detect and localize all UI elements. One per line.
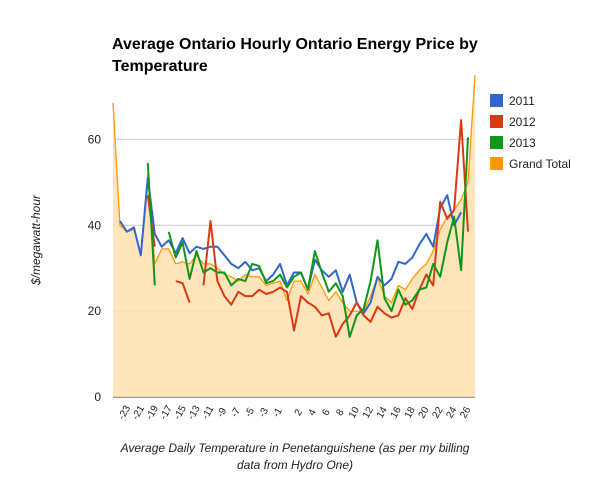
series-line-2012 — [202, 119, 469, 338]
x-tick-label: -23 — [116, 403, 133, 421]
x-tick-label: -11 — [200, 404, 217, 422]
x-tick-label: 18 — [403, 405, 418, 421]
x-tick-label: 22 — [430, 405, 445, 421]
x-tick-label: -13 — [186, 403, 203, 421]
x-tick-label: 14 — [375, 405, 390, 421]
x-tick-label: 6 — [320, 407, 333, 418]
series-line-2013 — [146, 162, 156, 286]
x-tick-label: -9 — [215, 406, 229, 420]
series-line-2012 — [175, 280, 191, 303]
x-tick-label: -1 — [271, 406, 285, 420]
x-tick-label: -21 — [130, 403, 147, 421]
legend-swatch — [490, 157, 503, 170]
y-tick-label: 0 — [94, 390, 101, 404]
legend-label: 2011 — [509, 94, 535, 108]
x-tick-label: 20 — [417, 405, 432, 421]
line-layer — [112, 74, 476, 338]
y-tick-label: 40 — [88, 218, 102, 232]
grand-total-area — [113, 75, 475, 397]
y-tick-label: 60 — [88, 132, 102, 146]
x-tick-label: 4 — [307, 407, 320, 418]
x-tick-label: 8 — [334, 407, 347, 418]
series-line-grand-total — [112, 74, 476, 312]
x-tick-label: 24 — [444, 405, 459, 421]
x-tick-label: -3 — [257, 406, 271, 420]
legend-label: Grand Total — [509, 157, 571, 171]
legend-label: 2012 — [509, 115, 536, 129]
legend-swatch — [490, 94, 503, 107]
x-tick-label: -19 — [144, 403, 161, 421]
area-layer — [113, 75, 475, 397]
x-axis-label: Average Daily Temperature in Penetanguis… — [120, 441, 470, 472]
series-line-2013 — [167, 137, 469, 338]
x-tick-label: 10 — [347, 405, 362, 421]
chart-title: Average Ontario Hourly Ontario Energy Pr… — [112, 36, 478, 75]
x-tick-label: 26 — [458, 405, 473, 421]
series-line-2011 — [119, 177, 462, 315]
x-tick-label: 2 — [293, 407, 306, 418]
legend-swatch — [490, 115, 503, 128]
legend-swatch — [490, 136, 503, 149]
y-axis-label: $/megawatt-hour — [29, 194, 43, 286]
x-tick-label: -5 — [243, 406, 257, 420]
x-tick-label: 12 — [361, 405, 376, 421]
x-tick-label: -15 — [172, 403, 189, 421]
y-tick-label: 20 — [88, 304, 102, 318]
legend-label: 2013 — [509, 136, 536, 150]
x-tick-label: -17 — [158, 403, 175, 421]
x-tick-label: 16 — [389, 405, 404, 421]
x-tick-label: -7 — [229, 406, 243, 420]
